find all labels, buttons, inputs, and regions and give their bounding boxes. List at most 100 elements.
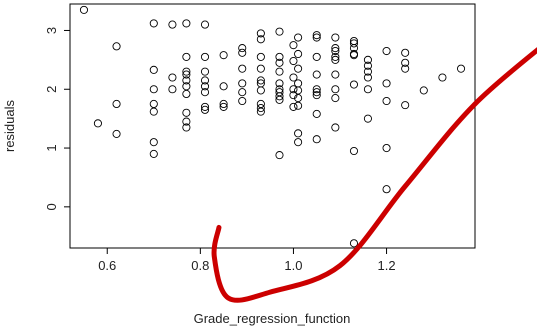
data-point xyxy=(182,117,191,126)
data-point xyxy=(312,85,321,94)
data-point xyxy=(112,99,121,109)
data-point xyxy=(149,138,158,147)
y-tick-label: 2 xyxy=(44,86,59,93)
data-point xyxy=(401,58,410,67)
data-point xyxy=(200,20,210,29)
data-point xyxy=(294,33,303,42)
data-point xyxy=(200,105,210,114)
y-tick-label: 3 xyxy=(44,27,59,34)
data-point xyxy=(349,51,359,60)
data-point xyxy=(200,67,210,76)
data-point xyxy=(182,52,191,61)
data-point xyxy=(312,109,321,118)
y-axis: 0 1 2 3 xyxy=(44,27,70,210)
data-point xyxy=(200,76,210,85)
data-point xyxy=(219,99,228,109)
data-point xyxy=(382,96,391,106)
data-point xyxy=(219,51,228,60)
data-point xyxy=(363,61,372,70)
data-point xyxy=(275,79,284,88)
data-point xyxy=(294,138,303,147)
data-point xyxy=(363,73,372,82)
data-point xyxy=(289,102,298,111)
data-point xyxy=(256,104,265,113)
data-point xyxy=(238,88,247,97)
data-point xyxy=(312,70,321,79)
data-point xyxy=(363,85,372,94)
data-point xyxy=(294,64,303,73)
data-point xyxy=(219,82,228,91)
data-point xyxy=(182,123,191,132)
data-point xyxy=(419,86,428,95)
data-point xyxy=(256,29,265,38)
data-point xyxy=(456,64,466,73)
data-point xyxy=(149,19,158,28)
data-point xyxy=(182,108,191,117)
data-point xyxy=(256,52,265,61)
data-point xyxy=(149,149,158,158)
data-point xyxy=(289,41,298,50)
data-point xyxy=(382,46,391,56)
data-point xyxy=(256,76,265,85)
data-point xyxy=(112,42,121,51)
data-point xyxy=(294,101,303,110)
red-check-annotation xyxy=(211,47,537,303)
y-tick-label: 0 xyxy=(44,203,59,210)
plot-frame xyxy=(69,3,476,249)
data-point xyxy=(349,80,359,89)
data-point xyxy=(312,31,321,40)
data-point xyxy=(256,35,265,44)
data-point xyxy=(238,48,247,57)
data-point xyxy=(401,64,410,73)
data-point xyxy=(382,143,391,153)
data-point xyxy=(112,129,121,138)
x-axis: 0.6 0.8 1.0 1.2 xyxy=(98,248,396,273)
data-point xyxy=(275,52,284,61)
data-point xyxy=(289,85,298,94)
y-tick-label: 1 xyxy=(44,144,59,151)
x-tick-label: 1.2 xyxy=(378,258,396,273)
data-point xyxy=(182,67,191,76)
data-point xyxy=(331,44,340,53)
data-point xyxy=(275,58,284,67)
data-point xyxy=(331,55,340,64)
data-point xyxy=(168,20,177,29)
data-point xyxy=(331,85,340,94)
data-point xyxy=(294,49,303,59)
data-point xyxy=(349,146,359,156)
data-point xyxy=(294,129,303,138)
data-point xyxy=(200,52,210,61)
data-point xyxy=(93,119,102,128)
data-point xyxy=(238,79,247,88)
data-point xyxy=(275,27,284,36)
x-tick-label: 0.8 xyxy=(191,258,209,273)
data-point xyxy=(312,52,321,61)
data-point xyxy=(438,73,447,82)
data-point xyxy=(363,67,372,76)
y-axis-label: residuals xyxy=(2,99,17,152)
data-point xyxy=(275,67,284,76)
data-point xyxy=(79,5,89,14)
data-point xyxy=(312,135,321,144)
data-point xyxy=(182,70,191,79)
data-point xyxy=(363,114,372,123)
data-point xyxy=(182,76,191,85)
data-point xyxy=(349,39,359,48)
data-point xyxy=(256,64,265,73)
data-point xyxy=(401,101,410,110)
data-point xyxy=(312,33,321,42)
data-point xyxy=(238,44,247,53)
x-tick-label: 0.6 xyxy=(98,258,116,273)
data-point xyxy=(149,65,158,74)
data-point xyxy=(200,82,210,91)
data-point xyxy=(349,239,359,248)
data-point xyxy=(168,73,177,82)
x-axis-label: Grade_regression_function xyxy=(194,311,351,326)
data-point xyxy=(275,95,284,104)
data-point xyxy=(289,73,298,82)
data-point xyxy=(168,85,177,94)
data-point xyxy=(238,96,247,106)
data-point xyxy=(200,102,210,111)
